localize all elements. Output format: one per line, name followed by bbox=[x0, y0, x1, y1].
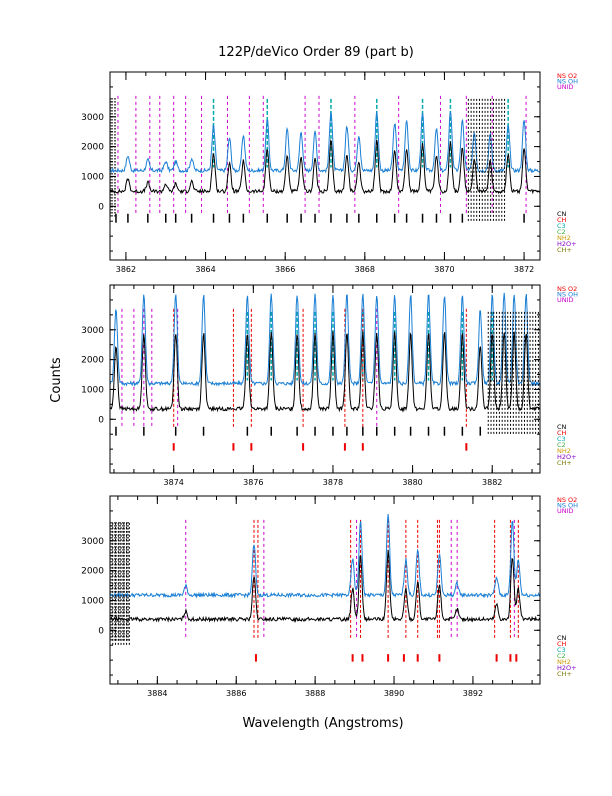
y-tick-label: 0 bbox=[98, 202, 104, 212]
bottom-legend-entry: C2 bbox=[557, 652, 566, 660]
bottom-legend-entry: C2 bbox=[557, 441, 566, 449]
panel-plot-area bbox=[110, 514, 540, 662]
bottom-legend-entry: H2O+ bbox=[557, 240, 577, 248]
y-axis-label: Counts bbox=[49, 357, 64, 403]
top-legend-entry: NS O2 bbox=[557, 72, 577, 80]
bottom-legend-entry: CN bbox=[557, 210, 567, 218]
y-tick-label: 1000 bbox=[81, 596, 104, 606]
x-tick-label: 3870 bbox=[434, 265, 454, 274]
x-tick-label: 3882 bbox=[482, 478, 502, 487]
y-tick-label: 0 bbox=[98, 415, 104, 425]
top-legend-entry: NS OH bbox=[557, 502, 578, 510]
model-spectrum-line bbox=[110, 111, 540, 174]
y-tick-label: 3000 bbox=[81, 537, 104, 547]
data-spectrum-line bbox=[110, 331, 540, 413]
y-tick-label: 0 bbox=[98, 626, 104, 636]
x-tick-label: 3884 bbox=[147, 689, 167, 698]
model-spectrum-line bbox=[110, 514, 540, 599]
bottom-legend-entry: CN bbox=[557, 634, 567, 642]
panel-frame bbox=[109, 284, 541, 474]
panel-frame bbox=[109, 495, 541, 685]
x-axis-label: Wavelength (Angstroms) bbox=[242, 716, 403, 731]
bottom-legend-entry: NH2 bbox=[557, 234, 571, 242]
x-tick-label: 3878 bbox=[323, 478, 343, 487]
bottom-legend-entry: C3 bbox=[557, 222, 566, 230]
y-tick-label: 2000 bbox=[81, 356, 104, 366]
x-tick-label: 3868 bbox=[355, 265, 375, 274]
x-tick-label: 3862 bbox=[116, 265, 136, 274]
panel-plot-area bbox=[110, 95, 540, 223]
y-tick-label: 2000 bbox=[81, 567, 104, 577]
bottom-legend-entry: C3 bbox=[557, 646, 566, 654]
data-spectrum-line bbox=[110, 139, 540, 195]
y-tick-label: 1000 bbox=[81, 385, 104, 395]
top-legend-entry: NS OH bbox=[557, 291, 578, 299]
x-tick-label: 3888 bbox=[305, 689, 325, 698]
panel-bottom: 0 1000 2000 3000 3884 3886 3888 3890 3892 NS O2NS… bbox=[81, 495, 578, 698]
panel-plot-area bbox=[110, 292, 540, 451]
panel-top: 0 1000 2000 3000 3862 3864 3866 3868 3870 3872 NS … bbox=[81, 71, 578, 274]
y-tick-label: 1000 bbox=[81, 172, 104, 182]
bottom-legend-entry: H2O+ bbox=[557, 453, 577, 461]
top-legend-entry: NS OH bbox=[557, 78, 578, 86]
bottom-legend-entry: C2 bbox=[557, 228, 566, 236]
x-tick-label: 3886 bbox=[226, 689, 246, 698]
y-tick-label: 3000 bbox=[81, 113, 104, 123]
x-tick-label: 3890 bbox=[384, 689, 404, 698]
model-spectrum-line bbox=[110, 292, 540, 387]
x-tick-label: 3876 bbox=[243, 478, 263, 487]
bottom-legend-entry: CN bbox=[557, 423, 567, 431]
x-tick-label: 3872 bbox=[514, 265, 534, 274]
bottom-legend-entry: NH2 bbox=[557, 658, 571, 666]
bottom-legend-entry: C3 bbox=[557, 435, 566, 443]
data-spectrum-line bbox=[110, 549, 540, 623]
x-tick-label: 3892 bbox=[463, 689, 483, 698]
bottom-legend-entry: CH+ bbox=[557, 246, 572, 254]
y-tick-label: 3000 bbox=[81, 326, 104, 336]
x-tick-label: 3866 bbox=[275, 265, 295, 274]
bottom-legend-entry: CH+ bbox=[557, 670, 572, 678]
bottom-legend-entry: CH bbox=[557, 216, 567, 224]
top-legend-entry: UNID bbox=[557, 296, 574, 304]
panel-middle: 0 1000 2000 3000 3874 3876 3878 3880 3882 NS O2NS… bbox=[81, 284, 578, 487]
bottom-legend-entry: NH2 bbox=[557, 447, 571, 455]
top-legend-entry: UNID bbox=[557, 83, 574, 91]
x-tick-label: 3874 bbox=[164, 478, 184, 487]
top-legend-entry: NS O2 bbox=[557, 496, 577, 504]
bottom-legend-entry: CH bbox=[557, 640, 567, 648]
top-legend-entry: UNID bbox=[557, 507, 574, 515]
y-tick-label: 2000 bbox=[81, 143, 104, 153]
chart-title: 122P/deVico Order 89 (part b) bbox=[218, 45, 414, 60]
x-tick-label: 3880 bbox=[402, 478, 422, 487]
top-legend-entry: NS O2 bbox=[557, 285, 577, 293]
bottom-legend-entry: CH+ bbox=[557, 459, 572, 467]
x-tick-label: 3864 bbox=[195, 265, 215, 274]
bottom-legend-entry: H2O+ bbox=[557, 664, 577, 672]
bottom-legend-entry: CH bbox=[557, 429, 567, 437]
